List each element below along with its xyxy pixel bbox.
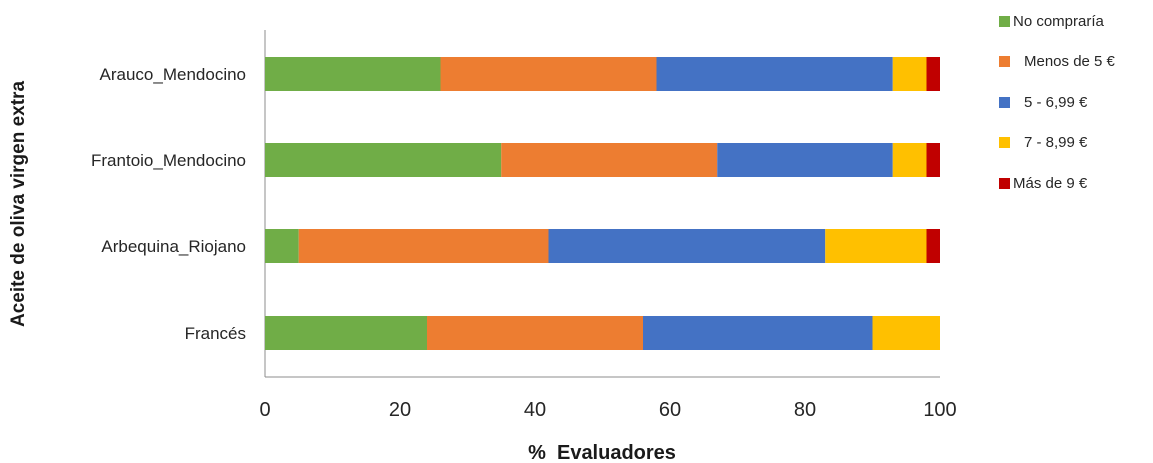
x-tick-label: 0 (259, 399, 270, 421)
legend-label: 5 - 6,99 € (1024, 94, 1088, 111)
x-tick-label: 20 (389, 399, 411, 421)
legend-label: No compraría (1013, 13, 1105, 30)
category-label: Francés (185, 324, 246, 343)
bar-segment (892, 57, 927, 91)
x-tick-labels: 0 20 40 60 80 100 (259, 399, 956, 421)
legend-label: Menos de 5 € (1024, 53, 1116, 70)
bar-segment (548, 229, 826, 263)
bar-segment (926, 229, 940, 263)
bar-segment (427, 316, 643, 350)
category-label: Arauco_Mendocino (100, 65, 246, 84)
bar-segment (643, 316, 873, 350)
bar-segment (926, 143, 940, 177)
bar-segment (265, 57, 441, 91)
category-label: Frantoio_Mendocino (91, 151, 246, 170)
x-tick-label: 60 (659, 399, 681, 421)
bar-segment (872, 316, 940, 350)
legend-swatch (999, 97, 1010, 108)
legend-swatch (999, 16, 1010, 27)
legend-swatch (999, 56, 1010, 67)
bar-segment (656, 57, 893, 91)
x-tick-label: 40 (524, 399, 546, 421)
legend-label: Más de 9 € (1013, 175, 1088, 192)
category-labels: Arauco_Mendocino Frantoio_Mendocino Arbequ… (91, 65, 246, 343)
bar-segment (265, 316, 427, 350)
legend-swatch (999, 137, 1010, 148)
legend-swatch (999, 178, 1010, 189)
x-tick-label: 100 (923, 399, 956, 421)
x-tick-label: 80 (794, 399, 816, 421)
bar-segment (298, 229, 549, 263)
bar-segment (892, 143, 927, 177)
bar-segment (265, 143, 502, 177)
bar-segment (926, 57, 940, 91)
bars-group (265, 57, 940, 350)
legend-label: 7 - 8,99 € (1024, 134, 1088, 151)
bar-segment (265, 229, 299, 263)
bar-segment (440, 57, 657, 91)
category-label: Arbequina_Riojano (101, 237, 246, 256)
bar-segment (501, 143, 718, 177)
bar-segment (717, 143, 893, 177)
bar-segment (825, 229, 927, 263)
legend: No compraría Menos de 5 € 5 - 6,99 € 7 - 8,… (999, 13, 1116, 192)
y-axis-title: Aceite de oliva virgen extra (8, 81, 29, 327)
x-axis-title: % Evaluadores (528, 442, 676, 463)
